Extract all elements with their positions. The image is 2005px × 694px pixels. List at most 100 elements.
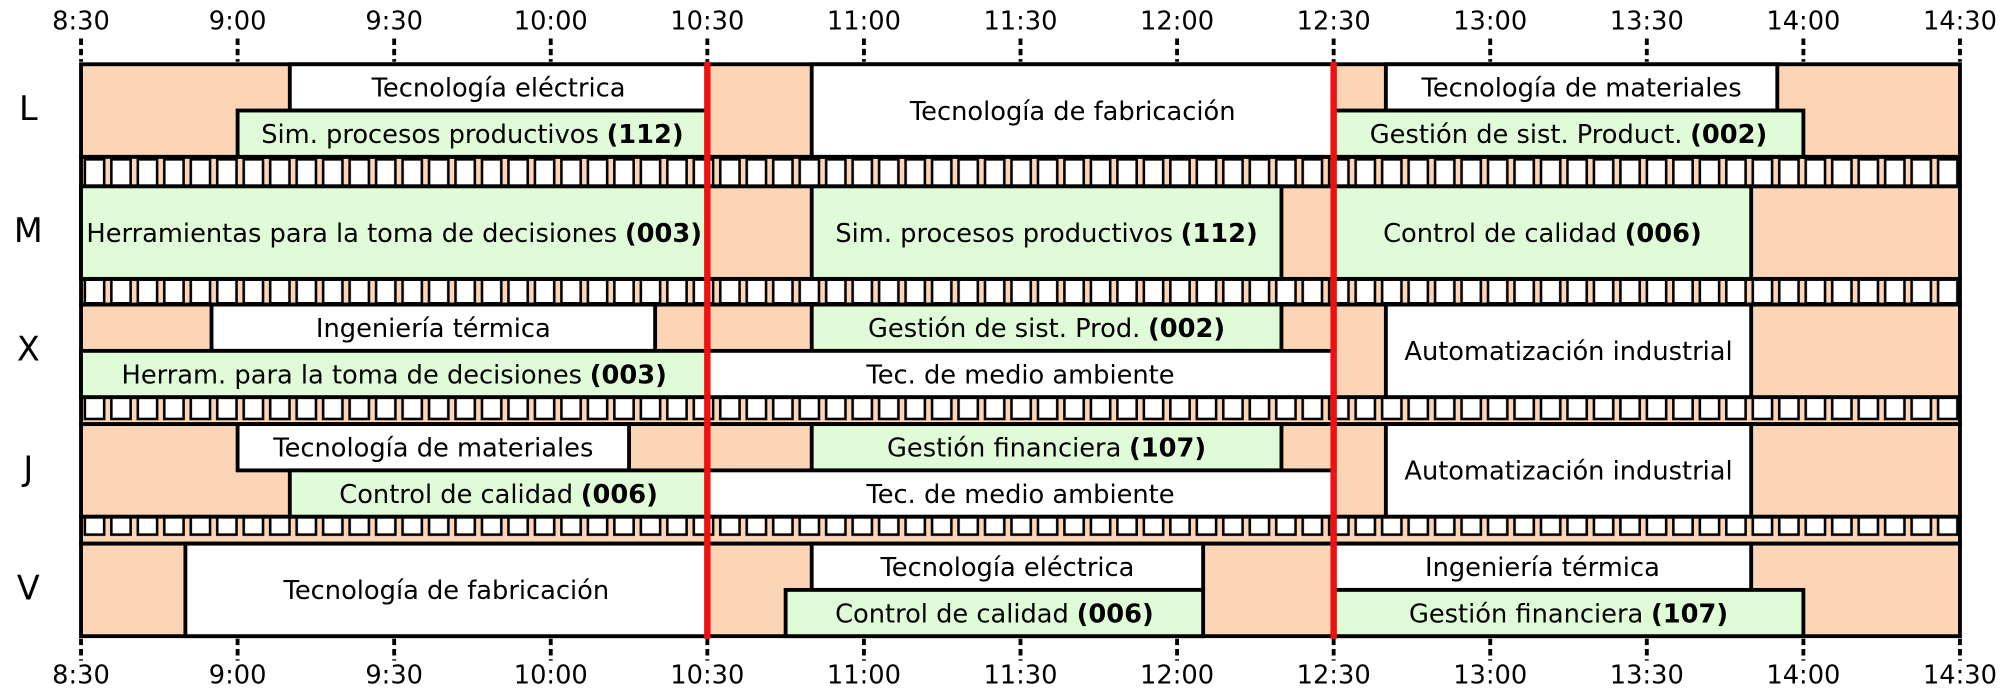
session-label: Automatización industrial [1404,337,1732,367]
session-name: Tecnología eléctrica [879,553,1134,583]
session-label: Ingeniería térmica [316,314,551,344]
session-name: Control de calidad [1383,218,1617,248]
session-label: Tecnología de materiales [272,433,593,463]
tick-label-top: 12:30 [1297,6,1371,36]
session-label: Gestión de sist. Product. (002) [1370,119,1768,149]
session-code: (002) [1690,119,1767,149]
session [809,184,1284,281]
session-name: Automatización industrial [1404,456,1732,486]
tick-label-top: 14:00 [1766,6,1840,36]
session-code: (006) [1625,218,1702,248]
session-name: Tecnología de materiales [1421,73,1742,103]
tick-label-bottom: 10:30 [670,661,744,691]
session-name: Tecnología de fabricación [909,96,1236,126]
separator [79,154,1962,189]
tick-label-bottom: 14:00 [1766,661,1840,691]
tick-label-bottom: 12:30 [1297,661,1371,691]
tick-label-top: 10:30 [670,6,744,36]
session [235,108,710,159]
tick-label-bottom: 13:00 [1453,661,1527,691]
session-code: (002) [1148,314,1225,344]
session-code: (107) [1651,599,1728,629]
session [79,348,710,400]
session-label: Gestión financiera (107) [887,433,1206,463]
tick-label-bottom: 8:30 [52,661,110,691]
session-code: (107) [1129,433,1206,463]
session-label: Herram. para la toma de decisiones (003) [122,360,667,390]
session-label: Gestión de sist. Prod. (002) [868,314,1225,344]
session-label: Tecnología de fabricación [283,576,610,606]
session-label: Tec. de medio ambiente [865,479,1174,509]
tick-label-top: 11:00 [827,6,901,36]
session-code: (003) [625,218,702,248]
day-label: V [17,568,40,607]
session-code: (112) [607,119,684,149]
session-label: Tec. de medio ambiente [865,360,1174,390]
tick-label-top: 13:30 [1610,6,1684,36]
session-label: Control de calidad (006) [1383,218,1702,248]
day-label: J [21,449,33,488]
session-name: Tecnología de fabricación [283,576,610,606]
session [1383,302,1754,400]
tick-label-bottom: 14:30 [1923,661,1997,691]
session-name: Gestión de sist. Prod. [868,314,1140,344]
session-name: Gestión de sist. Product. [1370,119,1683,149]
session-name: Control de calidad [339,479,573,509]
session [809,541,1206,592]
session [1331,587,1806,639]
tick-label-top: 11:30 [983,6,1057,36]
tick-label-bottom: 9:00 [209,661,267,691]
tick-label-bottom: 9:30 [365,661,423,691]
session-label: Tecnología de fabricación [909,96,1236,126]
session-name: Gestión financiera [887,433,1121,463]
session-code: (112) [1181,218,1258,248]
tick-label-top: 9:00 [209,6,267,36]
session-name: Herram. para la toma de decisiones [122,360,583,390]
separator [79,276,1962,307]
session-name: Tec. de medio ambiente [865,360,1174,390]
session [783,587,1206,639]
session-name: Gestión financiera [1409,599,1643,629]
session-label: Sim. procesos productivos (112) [835,218,1257,248]
tick-label-bottom: 11:00 [827,661,901,691]
session-name: Tecnología eléctrica [371,73,626,103]
session-name: Tec. de medio ambiente [865,479,1174,509]
session-name: Ingeniería térmica [316,314,551,344]
session [1331,541,1754,592]
tick-label-bottom: 12:00 [1140,661,1214,691]
session-name: Ingeniería térmica [1425,553,1660,583]
day-label: M [14,211,43,250]
session-name: Sim. procesos productivos [835,218,1173,248]
session-code: (006) [1077,599,1154,629]
tick-label-top: 14:30 [1923,6,1997,36]
tick-label-top: 10:00 [514,6,588,36]
session-label: Tecnología eléctrica [879,553,1134,583]
day-label: L [19,89,38,128]
tick-label-top: 9:30 [365,6,423,36]
tick-label-top: 13:00 [1453,6,1527,36]
session-label: Control de calidad (006) [835,599,1154,629]
session [1383,422,1754,519]
session-label: Sim. procesos productivos (112) [261,119,683,149]
separator [79,514,1962,546]
session-label: Control de calidad (006) [339,479,658,509]
session [1331,184,1754,281]
day-label: X [17,329,40,368]
session-code: (006) [581,479,658,509]
tick-label-top: 12:00 [1140,6,1214,36]
session-label: Herramientas para la toma de decisiones (… [86,218,702,248]
tick-label-top: 8:30 [52,6,110,36]
session-name: Tecnología de materiales [272,433,593,463]
session [209,302,658,353]
session-name: Herramientas para la toma de decisiones [86,218,617,248]
session [809,62,1336,159]
separator [79,395,1962,427]
session-name: Control de calidad [835,599,1069,629]
session-code: (003) [590,360,667,390]
tick-label-bottom: 10:00 [514,661,588,691]
tick-label-bottom: 13:30 [1610,661,1684,691]
session-label: Automatización industrial [1404,456,1732,486]
session-label: Tecnología de materiales [1421,73,1742,103]
